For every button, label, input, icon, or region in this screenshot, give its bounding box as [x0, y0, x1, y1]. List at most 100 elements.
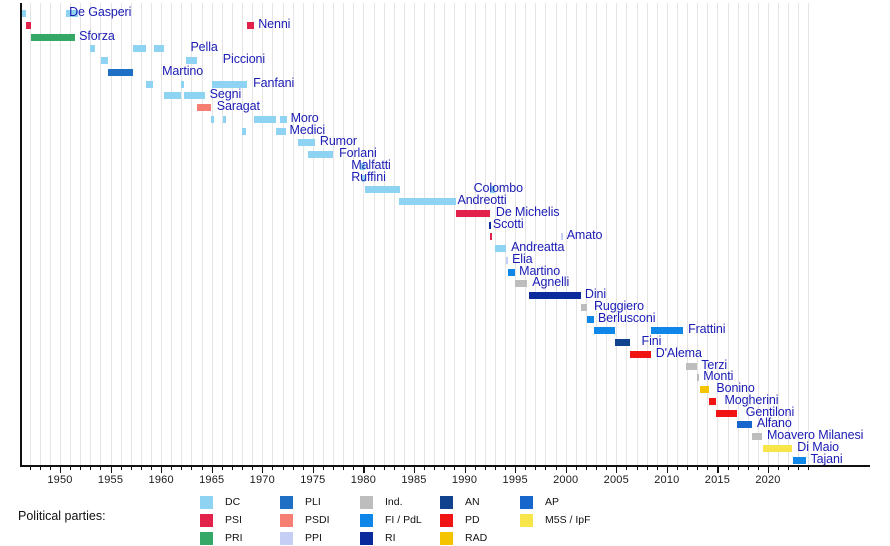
timeline-bar[interactable]	[489, 186, 495, 194]
timeline-bar[interactable]	[181, 80, 185, 88]
timeline-bar[interactable]	[247, 21, 255, 29]
gridline	[676, 3, 678, 465]
timeline-row-label: Bonino	[716, 381, 755, 395]
timeline-bar[interactable]	[276, 127, 286, 135]
gridline	[343, 3, 345, 465]
timeline-bar[interactable]	[697, 374, 700, 382]
x-axis-tick-minor	[798, 466, 800, 470]
gridline	[757, 3, 759, 465]
x-axis-tick-minor	[434, 466, 436, 470]
x-axis-line	[20, 465, 870, 467]
timeline-bar[interactable]	[716, 409, 737, 417]
timeline-bar[interactable]	[751, 433, 762, 440]
timeline-bar[interactable]	[615, 339, 631, 346]
timeline-bar[interactable]	[186, 57, 197, 64]
timeline-bar[interactable]	[762, 444, 793, 452]
gridline	[484, 3, 486, 465]
timeline-bar[interactable]	[580, 303, 587, 311]
timeline-bar[interactable]	[211, 80, 248, 88]
gridline	[60, 3, 61, 465]
timeline-row: Andreotti	[20, 193, 870, 208]
timeline-bar[interactable]	[30, 33, 76, 41]
plot-area: De Gasperi Nenni Sforza Pella Piccioni Martin…	[20, 3, 870, 466]
timeline-row: Terzi	[20, 358, 870, 373]
timeline-row: Moro	[20, 111, 870, 126]
timeline-bar[interactable]	[494, 245, 507, 252]
timeline-bar[interactable]	[594, 327, 616, 335]
timeline-bar[interactable]	[365, 186, 400, 194]
x-axis-tick-minor	[353, 466, 355, 470]
timeline-bar[interactable]	[489, 233, 493, 241]
timeline-bar[interactable]	[164, 92, 182, 100]
gridline	[262, 3, 264, 465]
timeline-bar[interactable]	[222, 115, 226, 123]
timeline-bar[interactable]	[101, 57, 108, 64]
timeline-row-label: De Michelis	[495, 204, 560, 219]
timeline-row-label: D'Alema	[655, 345, 702, 360]
gridline	[707, 3, 709, 465]
timeline-bar[interactable]	[307, 151, 334, 158]
timeline-bar[interactable]	[90, 45, 96, 53]
timeline-bar[interactable]	[515, 280, 528, 288]
timeline-bar[interactable]	[280, 115, 287, 123]
timeline-bar[interactable]	[456, 209, 490, 217]
legend-swatch	[520, 496, 533, 509]
timeline-bar[interactable]	[184, 92, 205, 100]
timeline-row: Amato	[20, 228, 870, 243]
timeline-bar[interactable]	[398, 198, 457, 205]
gridline	[646, 3, 648, 465]
legend-swatch	[440, 514, 453, 527]
timeline-bar[interactable]	[506, 256, 509, 264]
timeline-bar[interactable]	[154, 45, 165, 53]
timeline-bar[interactable]	[297, 139, 315, 147]
timeline-bar[interactable]	[132, 45, 146, 53]
timeline-bar[interactable]	[242, 127, 247, 135]
timeline-bar[interactable]	[145, 80, 154, 88]
timeline-bar[interactable]	[630, 350, 651, 358]
timeline-row-label: Segni	[209, 87, 242, 102]
timeline-bar[interactable]	[196, 104, 211, 111]
timeline-bar[interactable]	[362, 174, 366, 182]
timeline-bar[interactable]	[20, 10, 26, 17]
gridline	[393, 3, 395, 465]
timeline-row-label: Frattini	[688, 322, 726, 337]
timeline-bar[interactable]	[210, 115, 214, 123]
timeline-bar[interactable]	[586, 315, 595, 323]
timeline-bar[interactable]	[793, 456, 807, 464]
timeline-bar[interactable]	[560, 233, 563, 241]
x-axis-tick-major	[464, 466, 466, 473]
legend-label: Ind.	[385, 496, 403, 508]
legend-swatch	[200, 496, 213, 509]
gridline	[727, 3, 729, 465]
timeline-bar[interactable]	[254, 115, 277, 123]
gridline	[120, 3, 122, 465]
x-axis-tick-minor	[403, 466, 405, 470]
legend-swatch	[520, 514, 533, 527]
timeline-bar[interactable]	[107, 68, 133, 76]
x-axis-tick-minor	[100, 466, 102, 470]
timeline-row-label: Scotti	[492, 216, 524, 231]
timeline-bar[interactable]	[66, 10, 79, 17]
gridline	[171, 3, 173, 465]
timeline-bar[interactable]	[686, 362, 698, 370]
timeline-bar[interactable]	[700, 386, 710, 393]
timeline-row: Colombo	[20, 181, 870, 196]
x-axis-tick-label: 1955	[97, 474, 124, 486]
timeline-row: Alfano	[20, 416, 870, 431]
timeline-bar[interactable]	[508, 268, 516, 276]
timeline-bar[interactable]	[360, 162, 366, 170]
timeline-bar[interactable]	[25, 21, 31, 29]
gridline	[201, 3, 203, 465]
legend-label: RI	[385, 532, 396, 544]
timeline-bar[interactable]	[488, 221, 492, 229]
x-axis-tick-minor	[656, 466, 658, 470]
timeline-bar[interactable]	[736, 421, 752, 429]
timeline-row: Malfatti	[20, 158, 870, 173]
x-axis-tick-minor	[596, 466, 598, 470]
x-axis-tick-label: 1965	[199, 474, 225, 486]
timeline-bar[interactable]	[650, 327, 684, 335]
timeline-bar[interactable]	[709, 397, 717, 405]
legend-label: M5S / IpF	[545, 514, 591, 526]
timeline-bar[interactable]	[529, 292, 581, 299]
